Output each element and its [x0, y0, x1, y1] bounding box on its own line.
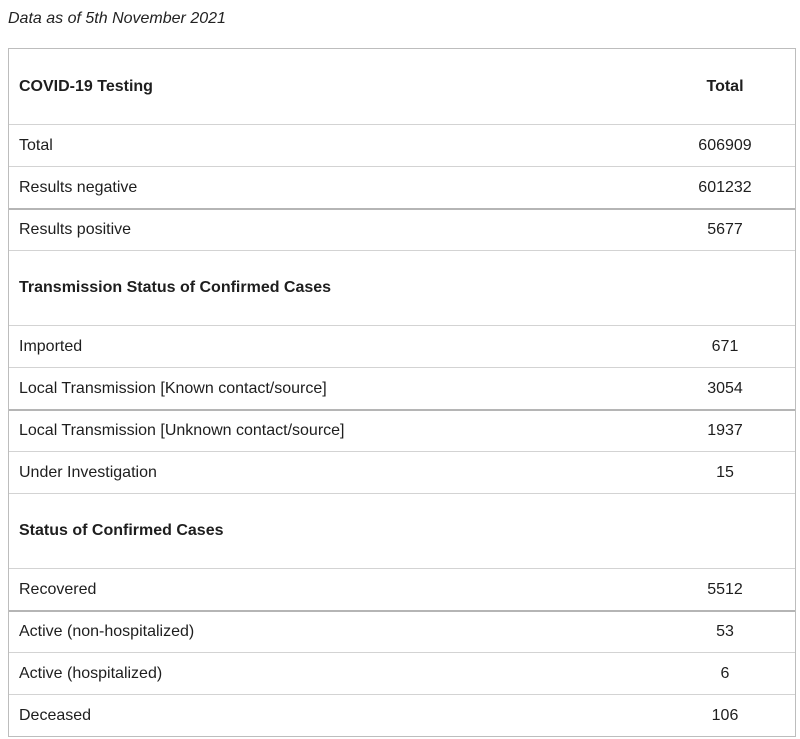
- row-label: Under Investigation: [19, 463, 157, 481]
- table-row: Local Transmission [Unknown contact/sour…: [9, 409, 795, 451]
- table-row: Results positive 5677: [9, 208, 795, 250]
- table-row: Deceased 106: [9, 694, 795, 736]
- table-row: Imported 671: [9, 325, 795, 367]
- table-header-row: COVID-19 Testing Total: [9, 49, 795, 124]
- row-value: 53: [716, 623, 734, 640]
- row-label: Recovered: [19, 580, 97, 598]
- covid-testing-table: COVID-19 Testing Total Total 606909 Resu…: [8, 48, 796, 737]
- row-label: Deceased: [19, 706, 92, 724]
- data-date-caption: Data as of 5th November 2021: [8, 10, 226, 27]
- row-label: Results positive: [19, 221, 132, 238]
- row-value: 5677: [707, 221, 743, 238]
- table-row: Recovered 5512: [9, 568, 795, 610]
- row-label: Total: [19, 136, 53, 154]
- row-label: Imported: [19, 337, 83, 355]
- table-row: Local Transmission [Known contact/source…: [9, 367, 795, 409]
- header-label: COVID-19 Testing: [19, 77, 153, 95]
- row-value: 5512: [707, 580, 743, 598]
- row-value: 606909: [698, 136, 752, 154]
- row-label: Local Transmission [Known contact/source…: [19, 379, 327, 397]
- row-value: 601232: [698, 178, 752, 196]
- row-value: 3054: [707, 379, 743, 397]
- table-row: Active (hospitalized) 6: [9, 652, 795, 694]
- row-label: Active (hospitalized): [19, 664, 163, 682]
- row-label: Results negative: [19, 178, 138, 196]
- row-value: 1937: [707, 422, 743, 439]
- table-row: Active (non-hospitalized) 53: [9, 610, 795, 652]
- row-label: Local Transmission [Unknown contact/sour…: [19, 422, 345, 439]
- table-row: Total 606909: [9, 124, 795, 166]
- section-header-transmission: Transmission Status of Confirmed Cases: [9, 250, 795, 325]
- row-value: 6: [720, 664, 730, 682]
- section-title: Status of Confirmed Cases: [19, 522, 224, 539]
- row-value: 671: [711, 337, 739, 355]
- section-title: Transmission Status of Confirmed Cases: [19, 279, 332, 296]
- row-value: 106: [711, 706, 739, 724]
- row-value: 15: [716, 463, 734, 481]
- header-total: Total: [706, 77, 744, 95]
- section-header-status: Status of Confirmed Cases: [9, 493, 795, 568]
- row-label: Active (non-hospitalized): [19, 623, 195, 640]
- table-row: Under Investigation 15: [9, 451, 795, 493]
- table-row: Results negative 601232: [9, 166, 795, 208]
